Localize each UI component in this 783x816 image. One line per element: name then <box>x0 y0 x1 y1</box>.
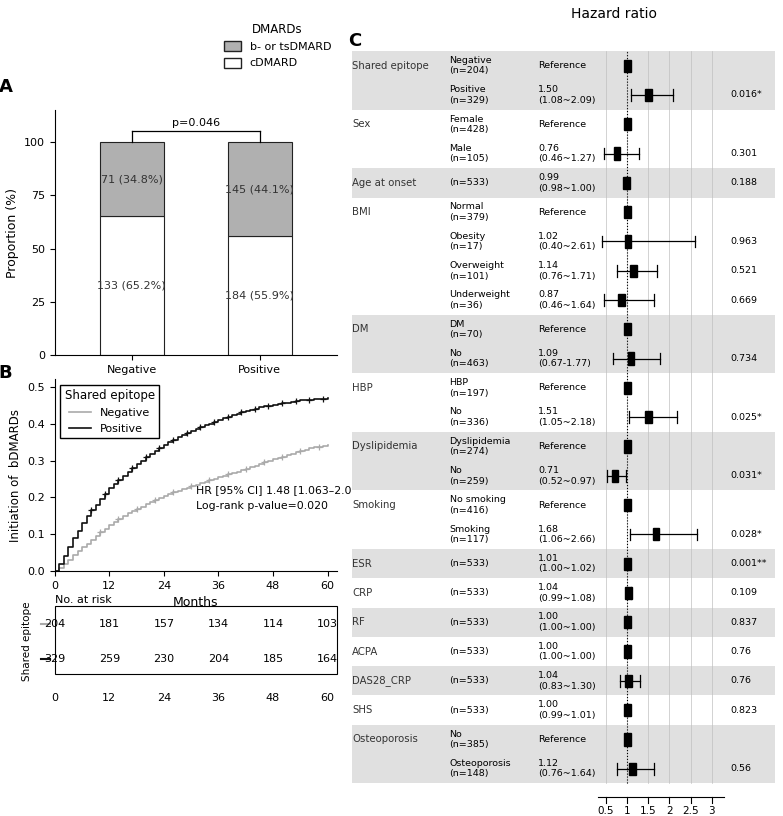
Text: 60: 60 <box>320 693 334 703</box>
Bar <box>352 461 775 490</box>
Text: (1.08~2.09): (1.08~2.09) <box>539 95 596 104</box>
Text: 1.00: 1.00 <box>539 700 559 709</box>
Text: (0.46~1.64): (0.46~1.64) <box>539 301 596 310</box>
Text: 0.734: 0.734 <box>731 354 758 363</box>
Text: 1.14: 1.14 <box>539 261 559 270</box>
Text: HBP: HBP <box>449 378 469 387</box>
Text: (n=148): (n=148) <box>449 769 489 778</box>
Bar <box>352 637 775 666</box>
Text: 1.00: 1.00 <box>539 613 559 622</box>
Text: Normal: Normal <box>449 202 484 211</box>
Text: (1.00~1.00): (1.00~1.00) <box>539 623 596 632</box>
Text: B: B <box>0 364 12 382</box>
Text: 1.09: 1.09 <box>539 349 559 358</box>
Text: Dyslipidemia: Dyslipidemia <box>352 441 418 451</box>
Text: Smoking: Smoking <box>352 500 396 510</box>
Text: 133 (65.2%): 133 (65.2%) <box>97 281 166 290</box>
Bar <box>645 411 652 424</box>
Text: 3: 3 <box>709 806 715 816</box>
Text: 0.56: 0.56 <box>731 765 752 774</box>
Text: 1.5: 1.5 <box>640 806 657 816</box>
Text: (n=197): (n=197) <box>449 388 489 397</box>
Bar <box>645 89 651 101</box>
Text: (n=274): (n=274) <box>449 447 489 456</box>
Bar <box>352 579 775 608</box>
Text: 2.5: 2.5 <box>682 806 699 816</box>
Text: 1: 1 <box>624 806 630 816</box>
Text: No: No <box>449 349 462 358</box>
Positive <box>146 449 155 459</box>
Bar <box>625 235 631 247</box>
Text: 0.76: 0.76 <box>539 144 559 153</box>
Text: 12: 12 <box>103 693 117 703</box>
Text: Hazard ratio: Hazard ratio <box>572 7 658 20</box>
Text: (n=17): (n=17) <box>449 242 483 251</box>
Bar <box>352 109 775 139</box>
Bar <box>624 645 630 658</box>
Text: (n=105): (n=105) <box>449 154 489 163</box>
Bar <box>624 616 630 628</box>
Text: DM: DM <box>352 324 369 335</box>
Text: 0.5: 0.5 <box>597 806 615 816</box>
Line: Positive: Positive <box>55 398 327 571</box>
Text: (n=329): (n=329) <box>449 95 489 104</box>
Bar <box>352 608 775 637</box>
Text: (0.98~1.00): (0.98~1.00) <box>539 184 596 193</box>
Text: 0.76: 0.76 <box>731 647 752 656</box>
Text: (n=336): (n=336) <box>449 418 489 427</box>
Negative <box>323 440 332 450</box>
Text: (n=379): (n=379) <box>449 213 489 222</box>
Text: 1.00: 1.00 <box>539 641 559 651</box>
Text: 259: 259 <box>99 654 120 664</box>
Text: 71 (34.8%): 71 (34.8%) <box>101 174 163 184</box>
Bar <box>624 60 630 72</box>
Text: HR [95% CI] 1.48 [1.063–2.022]
Log-rank p-value=0.020: HR [95% CI] 1.48 [1.063–2.022] Log-rank … <box>196 486 370 511</box>
Negative <box>114 514 123 524</box>
Bar <box>352 373 775 402</box>
Text: 134: 134 <box>208 619 229 628</box>
Text: (n=36): (n=36) <box>449 301 483 310</box>
Text: 181: 181 <box>99 619 120 628</box>
Bar <box>352 256 775 286</box>
Bar <box>352 197 775 227</box>
Positive <box>214 415 223 425</box>
Text: (n=70): (n=70) <box>449 330 483 339</box>
Text: Female: Female <box>449 114 484 123</box>
Bar <box>99 216 164 355</box>
Bar <box>624 557 631 570</box>
Text: (0.76~1.64): (0.76~1.64) <box>539 769 596 778</box>
Text: ACPA: ACPA <box>352 646 379 657</box>
Negative <box>146 497 155 507</box>
Bar <box>624 704 630 716</box>
Text: 1.04: 1.04 <box>539 671 559 680</box>
Bar <box>352 51 775 80</box>
Negative <box>105 521 114 530</box>
Text: 1.02: 1.02 <box>539 232 559 241</box>
Text: (0.67-1.77): (0.67-1.77) <box>539 359 591 368</box>
Text: 2: 2 <box>666 806 673 816</box>
Bar <box>99 142 164 216</box>
Text: (n=533): (n=533) <box>449 559 489 568</box>
Bar <box>352 490 775 520</box>
Text: (1.00~1.02): (1.00~1.02) <box>539 565 596 574</box>
Text: (1.05~2.18): (1.05~2.18) <box>539 418 596 427</box>
Y-axis label: Proportion (%): Proportion (%) <box>5 188 19 277</box>
Text: (0.76~1.71): (0.76~1.71) <box>539 272 596 281</box>
Text: p=0.046: p=0.046 <box>171 118 220 128</box>
Bar <box>624 118 630 131</box>
Text: Positive: Positive <box>449 85 486 94</box>
Bar <box>623 177 630 189</box>
Text: 184 (55.9%): 184 (55.9%) <box>226 290 294 300</box>
Text: (n=533): (n=533) <box>449 179 489 188</box>
Text: (n=533): (n=533) <box>449 706 489 715</box>
Text: 0.109: 0.109 <box>731 588 758 597</box>
Text: (n=259): (n=259) <box>449 477 489 486</box>
Text: 185: 185 <box>262 654 283 664</box>
Bar <box>352 402 775 432</box>
Text: (0.99~1.08): (0.99~1.08) <box>539 594 596 603</box>
Text: 157: 157 <box>153 619 175 628</box>
Bar <box>626 587 633 599</box>
Text: 24: 24 <box>157 693 171 703</box>
Text: SHS: SHS <box>352 705 373 715</box>
Bar <box>628 353 634 365</box>
